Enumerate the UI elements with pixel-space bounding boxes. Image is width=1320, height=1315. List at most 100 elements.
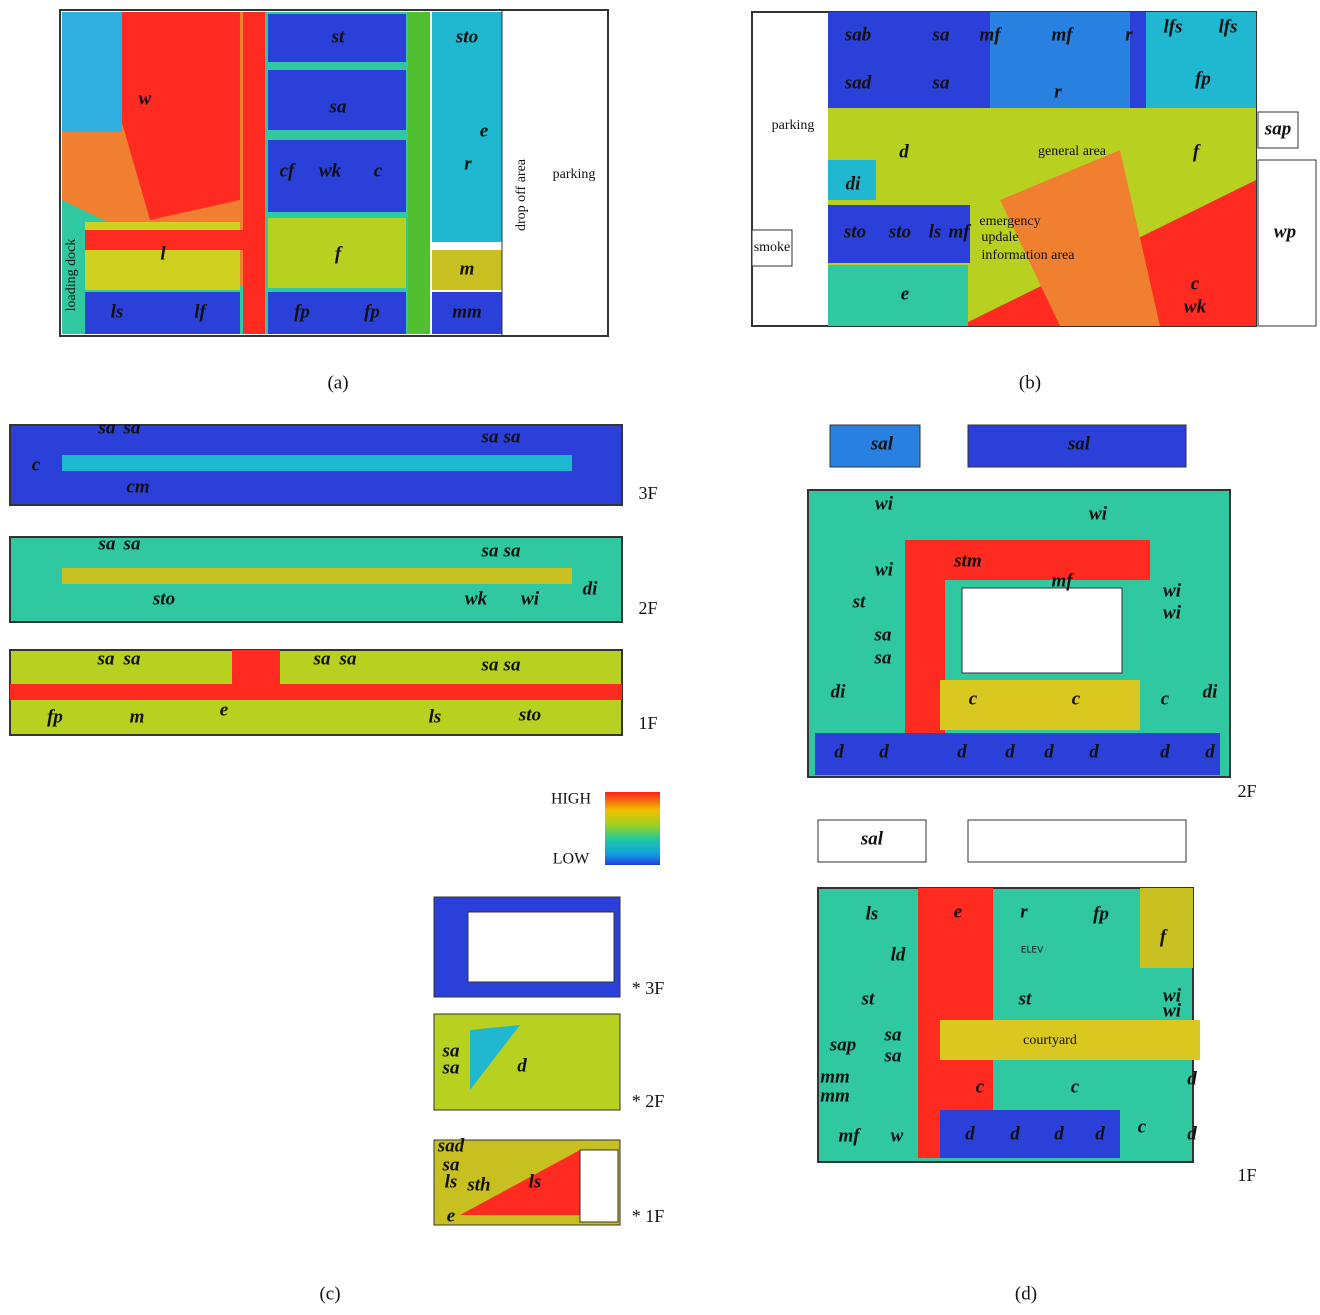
room-label: ls bbox=[445, 1171, 458, 1192]
room-label: lf bbox=[194, 301, 207, 322]
room-label: st bbox=[1018, 988, 1032, 1009]
room-label: sa bbox=[123, 417, 141, 438]
room-label: sa bbox=[884, 1024, 902, 1045]
room-label: l bbox=[160, 243, 166, 264]
room-label: ld bbox=[891, 944, 906, 965]
room-label: d bbox=[1054, 1123, 1064, 1144]
room-label: d bbox=[965, 1123, 975, 1144]
room-label: updale bbox=[981, 230, 1018, 245]
room-label: sto bbox=[152, 588, 175, 609]
room-label: c bbox=[32, 454, 41, 475]
room-label: * 1F bbox=[632, 1206, 665, 1226]
room-label: sth bbox=[466, 1174, 490, 1195]
room-label: sa bbox=[98, 533, 116, 554]
room-label: * 3F bbox=[632, 978, 665, 998]
room-label: d bbox=[1095, 1123, 1105, 1144]
room-label: wi bbox=[1163, 1000, 1182, 1021]
room-label: fp bbox=[294, 301, 310, 322]
plan-b bbox=[752, 12, 1316, 326]
panel-caption: (a) bbox=[327, 372, 348, 393]
room-label: e bbox=[447, 1205, 456, 1226]
room-label: sad bbox=[437, 1135, 465, 1156]
room-label: r bbox=[464, 153, 472, 174]
room-label: r bbox=[1054, 81, 1062, 102]
room-label: st bbox=[852, 591, 866, 612]
room-label: w bbox=[139, 88, 152, 109]
room-label: sab bbox=[844, 24, 871, 45]
room-label: mm bbox=[820, 1085, 850, 1106]
room-label: e bbox=[220, 699, 229, 720]
room-label: m bbox=[130, 706, 145, 727]
room-label: di bbox=[1203, 681, 1219, 702]
room-label: sa bbox=[503, 654, 521, 675]
room-label: d bbox=[1005, 741, 1015, 762]
room-label: emergency bbox=[979, 214, 1040, 229]
room-label: fp bbox=[1195, 68, 1211, 89]
room-label: parking bbox=[772, 118, 815, 133]
room-label: sal bbox=[1067, 433, 1091, 454]
plan-d bbox=[808, 425, 1230, 1162]
room-label: wi bbox=[1163, 602, 1182, 623]
legend-high: HIGH bbox=[551, 791, 591, 808]
room-label: 2F bbox=[638, 598, 657, 618]
room-label: d bbox=[1187, 1123, 1197, 1144]
room-label: di bbox=[831, 681, 847, 702]
room-label: 2F bbox=[1237, 781, 1256, 801]
room-label: lfs bbox=[1219, 16, 1238, 37]
room-label: sa bbox=[481, 654, 499, 675]
panel-caption: (d) bbox=[1015, 1283, 1037, 1304]
room-label: d bbox=[899, 141, 909, 162]
room-label: sa bbox=[98, 417, 116, 438]
room-label: 1F bbox=[638, 713, 657, 733]
room-label: c bbox=[1161, 688, 1170, 709]
room-label: mm bbox=[452, 301, 482, 322]
room-label: smoke bbox=[754, 240, 791, 255]
room-label: st bbox=[331, 26, 345, 47]
room-label: 3F bbox=[638, 483, 657, 503]
room-label: sap bbox=[1264, 118, 1291, 139]
room-label: wk bbox=[465, 588, 488, 609]
room-label: sa bbox=[884, 1045, 902, 1066]
room-label: sto bbox=[888, 221, 911, 242]
room-label: fp bbox=[47, 706, 63, 727]
legend-low: LOW bbox=[553, 851, 590, 868]
room-label: d bbox=[517, 1055, 527, 1076]
room-label: parking bbox=[553, 167, 596, 182]
room-label: c bbox=[374, 160, 383, 181]
room-label: mf bbox=[1051, 24, 1074, 45]
room-label: wk bbox=[1184, 296, 1207, 317]
room-label: fp bbox=[1093, 903, 1109, 924]
room-label: wi bbox=[875, 493, 894, 514]
room-label: sal bbox=[860, 828, 884, 849]
room-label: mf bbox=[1051, 570, 1074, 591]
room-label: sto bbox=[843, 221, 866, 242]
panel-caption: (c) bbox=[319, 1283, 340, 1304]
room-label: drop off area bbox=[514, 158, 529, 231]
room-label: d bbox=[1160, 741, 1170, 762]
room-label: lfs bbox=[1164, 16, 1183, 37]
room-label: c bbox=[976, 1076, 985, 1097]
room-label: sto bbox=[518, 704, 541, 725]
room-label: sto bbox=[455, 26, 478, 47]
room-label: sa bbox=[874, 647, 892, 668]
room-label: d bbox=[1010, 1123, 1020, 1144]
room-label: sal bbox=[870, 433, 894, 454]
room-label: mm bbox=[820, 1066, 850, 1087]
room-label: c bbox=[1071, 1076, 1080, 1097]
room-label: wi bbox=[1089, 503, 1108, 524]
room-label: d bbox=[1089, 741, 1099, 762]
room-label: wi bbox=[521, 588, 540, 609]
room-label: e bbox=[901, 283, 910, 304]
room-label: cm bbox=[126, 476, 149, 497]
room-label: sa bbox=[503, 426, 521, 447]
room-label: di bbox=[583, 578, 599, 599]
room-label: wp bbox=[1274, 221, 1296, 242]
room-label: mf bbox=[979, 24, 1002, 45]
room-label: ELEV bbox=[1021, 946, 1044, 956]
room-label: sa bbox=[313, 648, 331, 669]
room-label: courtyard bbox=[1023, 1033, 1077, 1048]
room-label: sa bbox=[329, 96, 347, 117]
room-label: d bbox=[957, 741, 967, 762]
room-label: sa bbox=[123, 533, 141, 554]
room-label: sad bbox=[844, 72, 872, 93]
